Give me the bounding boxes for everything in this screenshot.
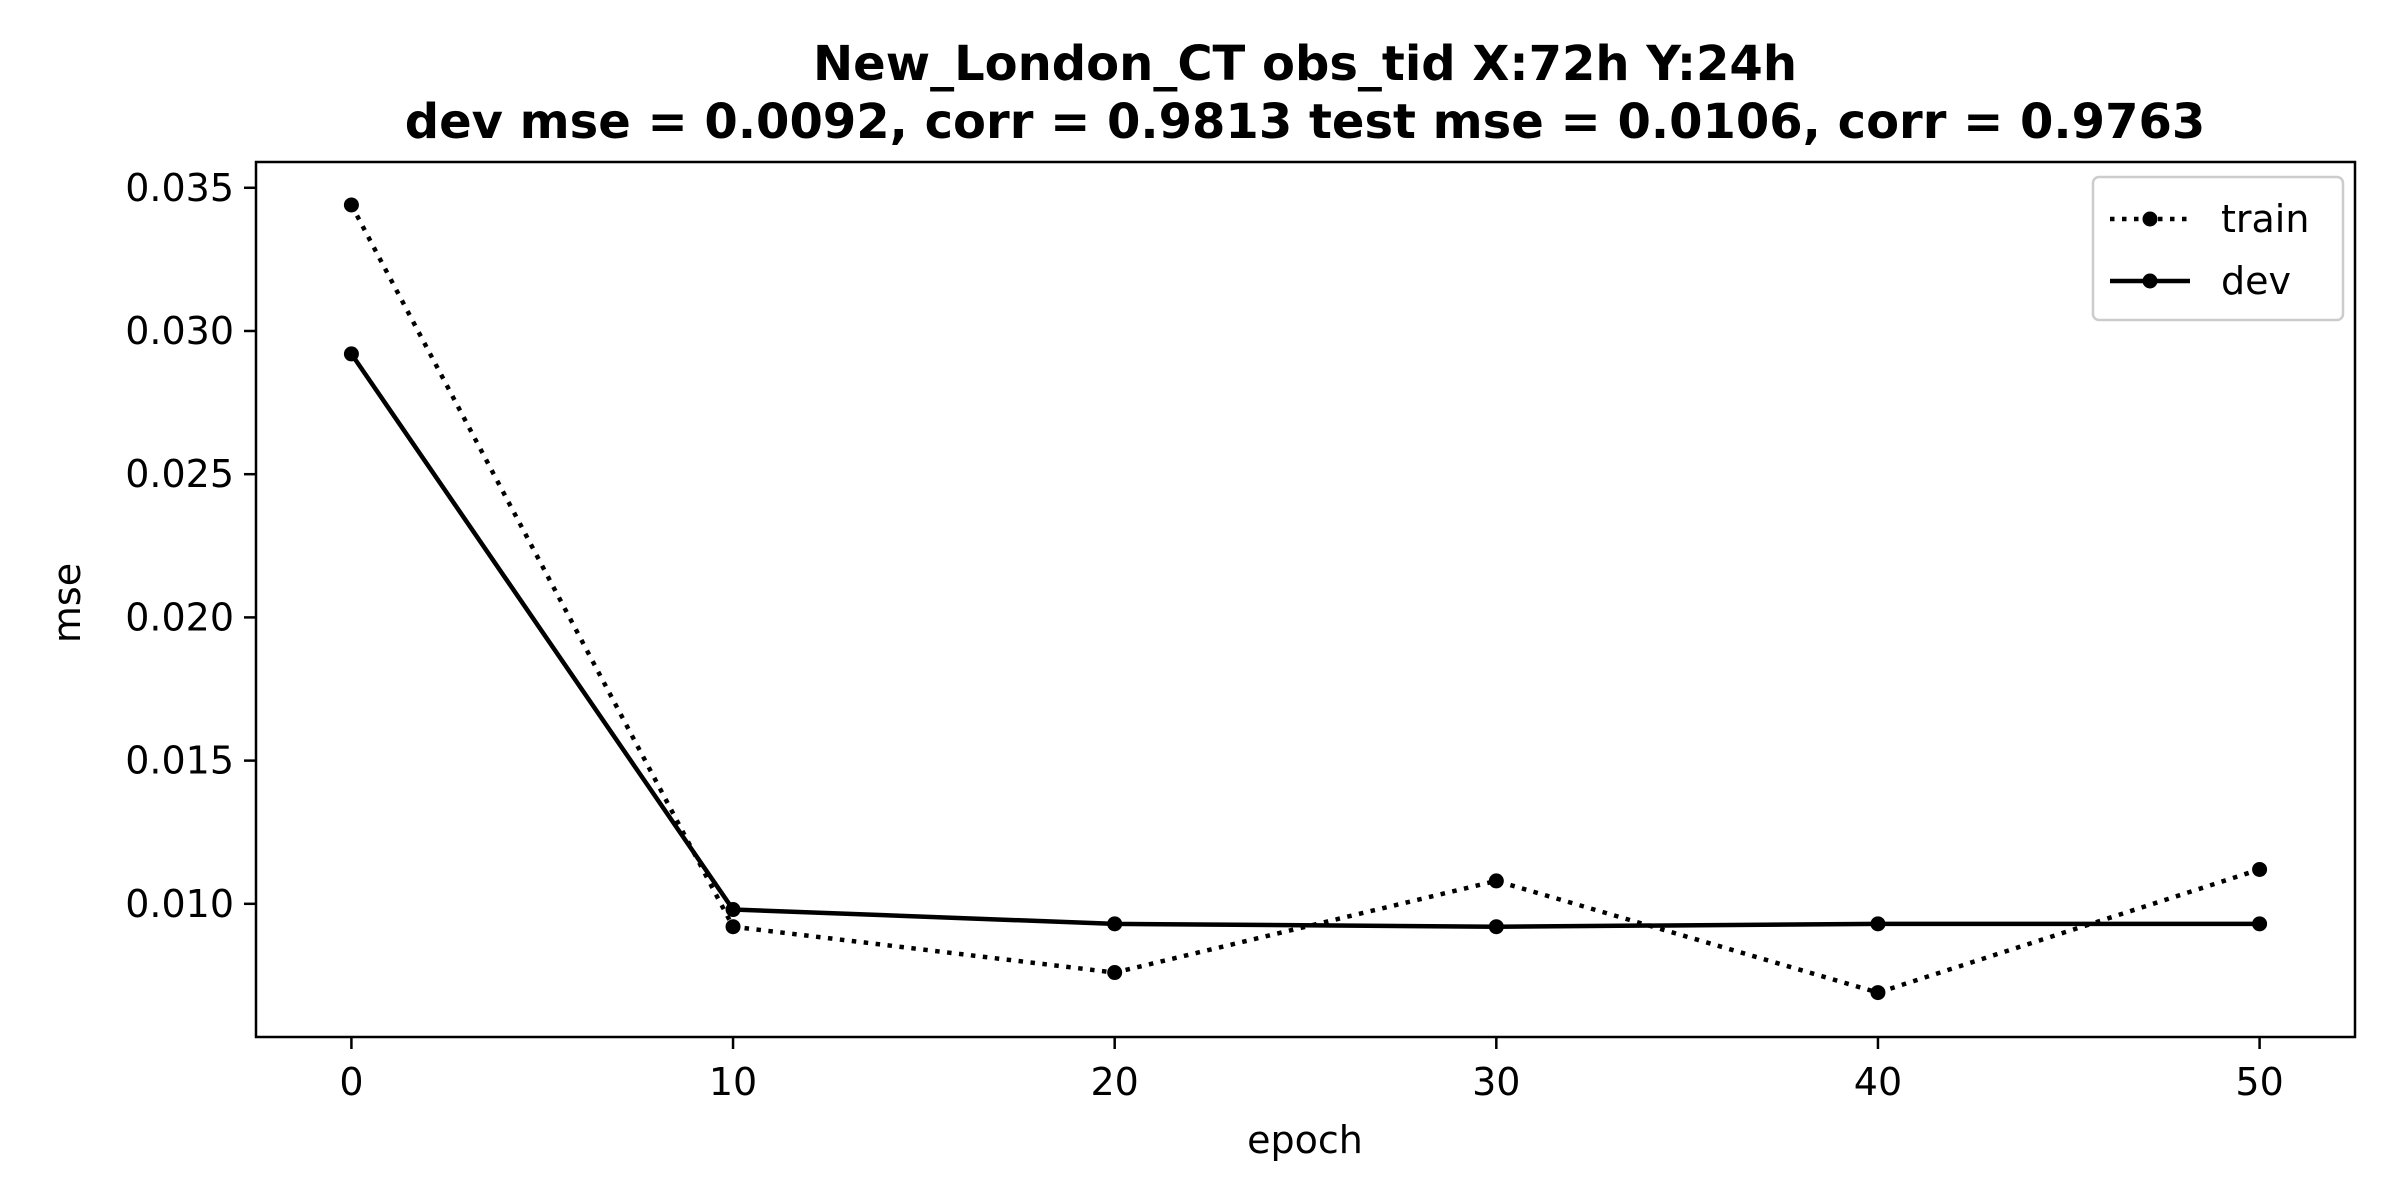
y-tick-label: 0.035 [125, 166, 234, 210]
data-point-train [1870, 985, 1886, 1001]
series-line-dev [349, 352, 2260, 929]
chart-subtitle: dev mse = 0.0092, corr = 0.9813 test mse… [405, 94, 2206, 150]
y-tick-label: 0.030 [125, 309, 234, 353]
data-point-dev [1107, 916, 1123, 932]
series-line-train [349, 203, 2261, 995]
y-tick-label: 0.020 [125, 595, 234, 639]
chart-title: New_London_CT obs_tid X:72h Y:24h [813, 36, 1797, 92]
data-point-train [2252, 861, 2268, 877]
legend-marker-train [2142, 211, 2158, 227]
x-tick-label: 30 [1472, 1060, 1520, 1104]
axes-frame [254, 160, 2357, 1039]
legend-marker-dev [2142, 273, 2158, 289]
data-point-dev [725, 902, 741, 918]
legend-label-train: train [2221, 197, 2309, 241]
legend-label-dev: dev [2221, 259, 2291, 303]
data-point-train [725, 919, 741, 935]
y-tick-label: 0.025 [125, 452, 234, 496]
x-tick-label: 40 [1854, 1060, 1902, 1104]
x-tick-label: 0 [339, 1060, 363, 1104]
legend: train dev [2091, 175, 2345, 322]
x-tick-label: 50 [2235, 1060, 2283, 1104]
x-axis-label: epoch [1247, 1118, 1363, 1162]
x-tick-label: 10 [709, 1060, 757, 1104]
y-axis-label: mse [45, 563, 89, 643]
data-point-dev [2252, 916, 2268, 932]
plot-area: 0 10 20 30 40 50 0.010 0.015 0.020 0.025 0.030 0.03… [125, 160, 2357, 1104]
data-point-dev [1488, 919, 1504, 935]
y-tick-label: 0.015 [125, 739, 234, 783]
data-point-dev [1870, 916, 1886, 932]
data-point-dev [343, 346, 359, 362]
data-point-train [1488, 873, 1504, 889]
data-point-train [1107, 965, 1123, 981]
x-tick-label: 20 [1091, 1060, 1139, 1104]
data-point-train [343, 197, 359, 213]
y-tick-label: 0.010 [125, 882, 234, 926]
